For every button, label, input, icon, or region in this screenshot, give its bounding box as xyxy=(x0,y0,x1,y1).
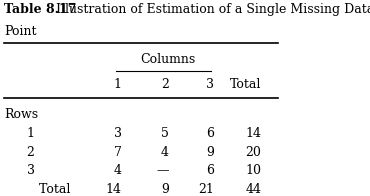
Text: 14: 14 xyxy=(105,183,122,196)
Text: —: — xyxy=(157,164,169,177)
Text: 3: 3 xyxy=(206,78,214,91)
Text: 1: 1 xyxy=(114,78,122,91)
Text: 14: 14 xyxy=(245,127,261,140)
Text: 6: 6 xyxy=(206,164,214,177)
Text: 3: 3 xyxy=(27,164,34,177)
Text: 6: 6 xyxy=(206,127,214,140)
Text: 3: 3 xyxy=(114,127,122,140)
Text: 1: 1 xyxy=(27,127,34,140)
Text: Illustration of Estimation of a Single Missing Data: Illustration of Estimation of a Single M… xyxy=(48,3,370,16)
Text: 4: 4 xyxy=(114,164,122,177)
Text: 10: 10 xyxy=(245,164,261,177)
Text: 9: 9 xyxy=(161,183,169,196)
Text: 2: 2 xyxy=(161,78,169,91)
Text: 7: 7 xyxy=(114,145,122,159)
Text: 21: 21 xyxy=(198,183,214,196)
Text: Total: Total xyxy=(27,183,70,196)
Text: Rows: Rows xyxy=(4,108,38,121)
Text: Table 8.17: Table 8.17 xyxy=(4,3,77,16)
Text: 2: 2 xyxy=(27,145,34,159)
Text: 44: 44 xyxy=(245,183,261,196)
Text: Columns: Columns xyxy=(140,53,195,66)
Text: 4: 4 xyxy=(161,145,169,159)
Text: 20: 20 xyxy=(245,145,261,159)
Text: Total: Total xyxy=(230,78,261,91)
Text: 5: 5 xyxy=(161,127,169,140)
Text: 9: 9 xyxy=(206,145,214,159)
Text: Point: Point xyxy=(4,25,37,38)
